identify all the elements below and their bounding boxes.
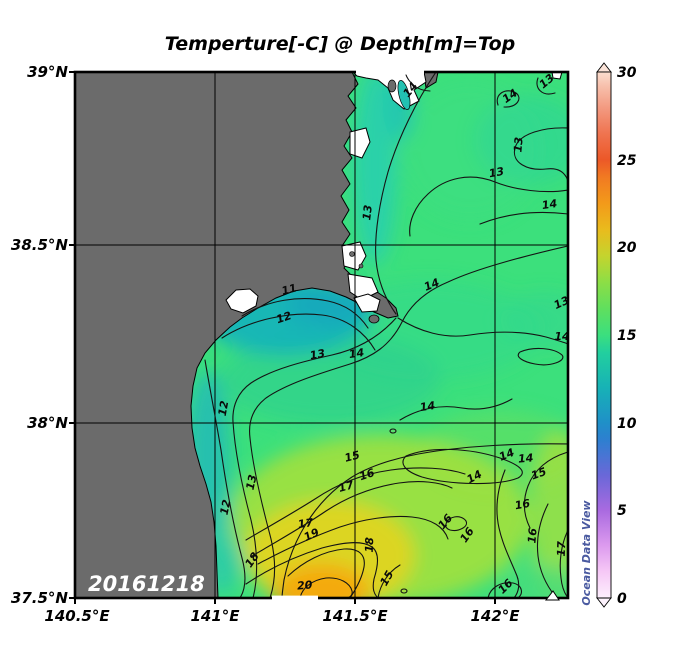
y-tick-label: 39°N: [27, 63, 68, 81]
x-tick-label: 142°E: [470, 607, 520, 625]
colorbar-tick: 5: [617, 503, 627, 519]
x-tick-label: 141°E: [190, 607, 240, 625]
contour-label: 15: [529, 465, 548, 483]
contour-label: 13: [309, 347, 327, 363]
island-kinkasan: [368, 314, 380, 324]
colorbar-tick-labels: 30 25 20 15 10 5 0: [617, 65, 637, 607]
x-tick-label: 140.5°E: [44, 607, 110, 625]
contour-label: 14: [541, 197, 558, 212]
contour-label: 13: [511, 136, 525, 153]
contour-label: 14: [518, 451, 534, 465]
contour-label: 17: [555, 541, 569, 557]
contour-label: 11: [280, 281, 298, 297]
colorbar-tick: 30: [617, 65, 637, 81]
colorbar-tick: 25: [617, 153, 637, 169]
y-tick-label: 37.5°N: [11, 589, 69, 607]
contour-label: 16: [514, 497, 532, 513]
y-tick-label: 38°N: [27, 414, 68, 432]
contour-label: 16: [358, 466, 377, 483]
contour-label: 14: [348, 346, 365, 361]
isotherm-contours: [204, 73, 567, 597]
plot-frame: [69, 69, 570, 604]
coastal-no-data-patches: [225, 73, 563, 324]
frame-gap-bottom: [272, 595, 318, 601]
x-axis-labels: 140.5°E 141°E 141.5°E 142°E: [44, 607, 520, 625]
contour-label: 19: [302, 526, 322, 544]
island-miyato: [225, 288, 259, 314]
land-mass: [76, 73, 563, 597]
contour-label: 12: [216, 399, 232, 417]
frame-notch: [544, 590, 560, 601]
odv-watermark: Ocean Data View: [580, 500, 593, 606]
date-annotation: 20161218: [88, 572, 205, 596]
colorbar-gradient: [596, 71, 612, 599]
contour-label: 14: [465, 468, 485, 487]
contour-label: 17: [337, 478, 355, 495]
contour-label: 16: [525, 527, 539, 544]
x-tick-label: 141.5°E: [322, 607, 388, 625]
contour-label: 14: [419, 399, 436, 414]
contour-label: 13: [488, 165, 506, 181]
contour-label: 14: [554, 330, 569, 343]
contour-label: 14: [422, 276, 441, 294]
contour-label: 18: [363, 537, 377, 553]
colorbar-tick: 15: [617, 328, 637, 344]
contour-label: 17: [297, 516, 314, 531]
colorbar-tick: 20: [617, 240, 637, 256]
plot-title: Temperture[-C] @ Depth[m]=Top: [165, 33, 515, 55]
contour-label: 13: [360, 204, 375, 221]
contour-label: 15: [343, 448, 361, 464]
y-axis-labels: 39°N 38.5°N 38°N 37.5°N: [11, 63, 69, 607]
colorbar-arrow-down: [596, 597, 612, 608]
contour-label: 20: [297, 578, 314, 592]
colorbar-tick: 0: [617, 591, 627, 607]
colorbar: 30 25 20 15 10 5 0: [596, 62, 637, 608]
contour-label: 14: [497, 446, 516, 464]
y-tick-label: 38.5°N: [11, 236, 69, 254]
contour-label: 12: [218, 498, 234, 516]
contour-label: 13: [552, 294, 572, 312]
contour-label: 13: [244, 473, 260, 491]
colorbar-arrow-up: [596, 62, 612, 73]
contour-label: 12: [275, 309, 294, 326]
axis-ticks: [69, 71, 496, 604]
frame-gap-top: [356, 69, 424, 75]
graticule-grid: [76, 73, 567, 597]
colorbar-tick: 10: [617, 416, 637, 432]
